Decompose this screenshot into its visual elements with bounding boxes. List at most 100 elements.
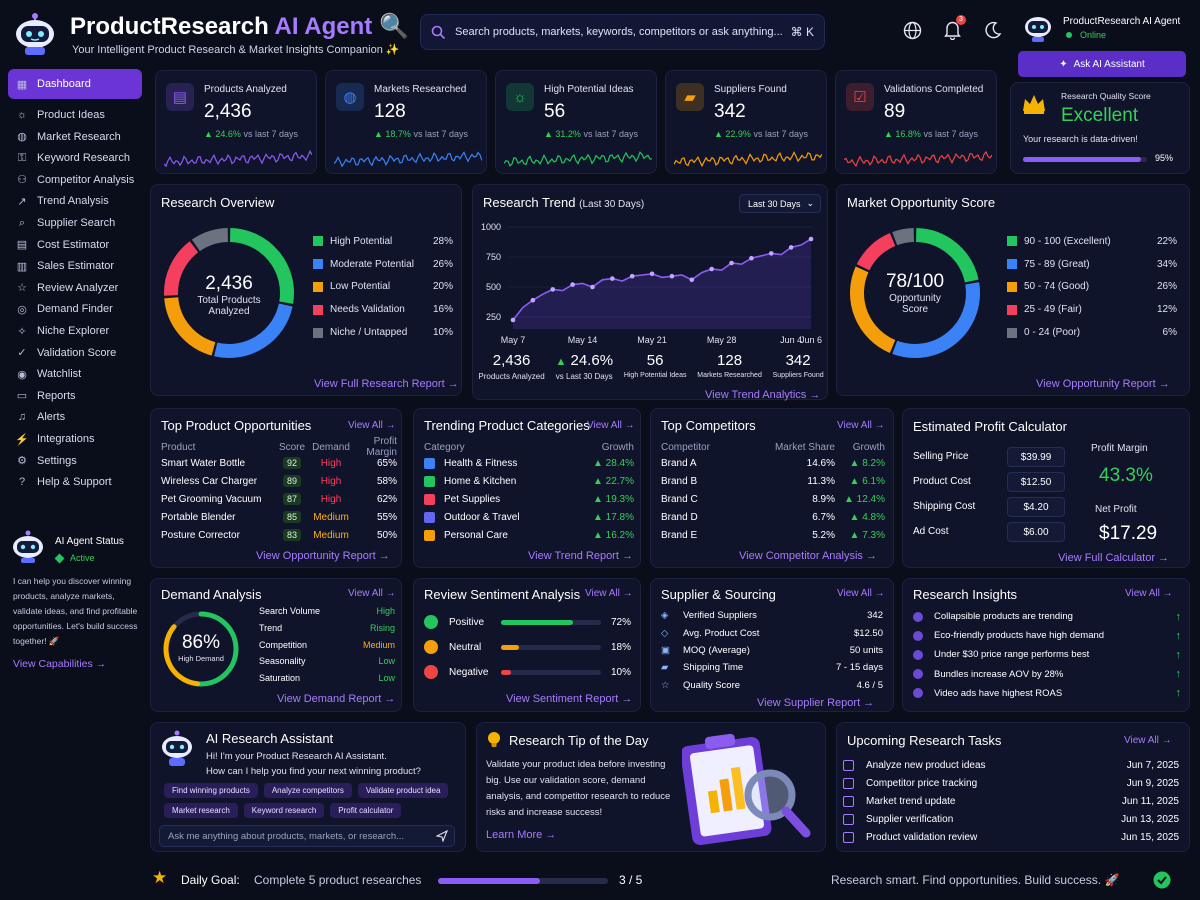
user-avatar[interactable]: [1022, 11, 1054, 43]
sidebar-item-niche-explorer[interactable]: ✧ Niche Explorer: [8, 320, 142, 342]
table-row[interactable]: Brand C 8.9% ▲ 12.4%: [661, 490, 885, 508]
task-label: Competitor price tracking: [866, 777, 978, 789]
table-row[interactable]: Outdoor & Travel ▲ 17.8%: [424, 508, 634, 526]
period-select[interactable]: Last 30 Days ⌄: [739, 194, 821, 213]
insight-row[interactable]: Video ads have highest ROAS ↑: [913, 684, 1181, 703]
x-tick-label: May 7: [501, 335, 526, 345]
moon-icon[interactable]: [984, 21, 1002, 39]
sidebar-item-sales-estimator[interactable]: ▥ Sales Estimator: [8, 255, 142, 277]
competitor-growth: ▲ 4.8%: [849, 511, 885, 523]
table-row[interactable]: Personal Care ▲ 16.2%: [424, 526, 634, 544]
bell-icon[interactable]: [943, 20, 962, 40]
sidebar-item-keyword-research[interactable]: ⚿ Keyword Research: [8, 147, 142, 169]
view-sentiment-report-link[interactable]: View Sentiment Report →: [506, 693, 633, 705]
sidebar-item-integrations[interactable]: ⚡ Integrations: [8, 428, 142, 450]
sidebar-item-supplier-search[interactable]: ⌕ Supplier Search: [8, 212, 142, 234]
trend-stat: 56 High Potential Ideas: [624, 352, 687, 381]
sidebar-item-market-research[interactable]: ◍ Market Research: [8, 126, 142, 148]
sidebar-item-validation-score[interactable]: ✓ Validation Score: [8, 342, 142, 364]
globe-icon[interactable]: [903, 21, 922, 40]
top-products-view-all[interactable]: View All →: [348, 420, 396, 431]
view-trend-analytics-link[interactable]: View Trend Analytics →: [705, 389, 821, 401]
insight-row[interactable]: Eco-friendly products have high demand ↑: [913, 626, 1181, 645]
search-input[interactable]: Search products, markets, keywords, comp…: [455, 26, 783, 38]
assistant-chip[interactable]: Analyze competitors: [263, 783, 352, 798]
ask-ai-button[interactable]: ✦ Ask AI Assistant: [1018, 51, 1186, 77]
sidebar-item-demand-finder[interactable]: ◎ Demand Finder: [8, 298, 142, 320]
product-name: Pet Grooming Vacuum: [161, 493, 262, 505]
sentiment-view-all[interactable]: View All →: [585, 588, 633, 599]
sidebar-item-dashboard[interactable]: ▦ Dashboard: [8, 69, 142, 99]
calc-field-input[interactable]: $39.99: [1007, 447, 1065, 467]
active-diamond-icon: [54, 553, 65, 564]
table-row[interactable]: Home & Kitchen ▲ 22.7%: [424, 472, 634, 490]
task-row[interactable]: Supplier verification Jun 13, 2025: [843, 811, 1179, 829]
assistant-chip[interactable]: Profit calculator: [330, 803, 402, 818]
overview-slice-3: [164, 241, 199, 296]
task-row[interactable]: Market trend update Jun 11, 2025: [843, 792, 1179, 810]
view-full-research-report-link[interactable]: View Full Research Report →: [314, 378, 459, 390]
insight-row[interactable]: Under $30 price range performs best ↑: [913, 645, 1181, 664]
assistant-chip[interactable]: Market research: [164, 803, 238, 818]
insight-row[interactable]: Bundles increase AOV by 28% ↑: [913, 665, 1181, 684]
sidebar-item-watchlist[interactable]: ◉ Watchlist: [8, 363, 142, 385]
insight-row[interactable]: Collapsible products are trending ↑: [913, 607, 1181, 626]
view-demand-report-link[interactable]: View Demand Report →: [277, 693, 396, 705]
calc-field-input[interactable]: $12.50: [1007, 472, 1065, 492]
sidebar-item-help-support[interactable]: ? Help & Support: [8, 471, 142, 493]
assistant-chip[interactable]: Keyword research: [243, 803, 325, 818]
sidebar-item-cost-estimator[interactable]: ▤ Cost Estimator: [8, 234, 142, 256]
kpi-delta: ▲ 22.9% vs last 7 days: [714, 129, 808, 139]
legend-pct: 22%: [1156, 235, 1177, 247]
table-row[interactable]: Brand D 6.7% ▲ 4.8%: [661, 508, 885, 526]
global-search[interactable]: Search products, markets, keywords, comp…: [420, 14, 825, 50]
table-row[interactable]: Health & Fitness ▲ 28.4%: [424, 454, 634, 472]
sidebar-item-product-ideas[interactable]: ☼ Product Ideas: [8, 104, 142, 126]
table-row[interactable]: Smart Water Bottle 92 High 65%: [161, 454, 397, 472]
sidebar-item-competitor-analysis[interactable]: ⚇ Competitor Analysis: [8, 169, 142, 191]
tasks-view-all[interactable]: View All →: [1124, 735, 1172, 746]
sidebar-item-settings[interactable]: ⚙ Settings: [8, 450, 142, 472]
insights-view-all[interactable]: View All →: [1125, 588, 1173, 599]
overview-center-value: 2,436: [205, 273, 253, 294]
overview-title: Research Overview: [161, 195, 275, 210]
view-supplier-report-link[interactable]: View Supplier Report →: [757, 697, 875, 709]
category-growth: ▲ 17.8%: [592, 511, 634, 523]
view-competitor-analysis-link[interactable]: View Competitor Analysis →: [739, 550, 877, 562]
view-opportunity-report-link[interactable]: View Opportunity Report →: [1036, 378, 1170, 390]
demand-row-value: Low: [378, 656, 395, 667]
calc-field-input[interactable]: $4.20: [1007, 497, 1065, 517]
task-row[interactable]: Competitor price tracking Jun 9, 2025: [843, 774, 1179, 792]
agent-status-title: AI Agent Status: [55, 536, 124, 547]
view-full-calculator-link[interactable]: View Full Calculator →: [1058, 552, 1170, 564]
task-row[interactable]: Analyze new product ideas Jun 7, 2025: [843, 756, 1179, 774]
table-row[interactable]: Pet Grooming Vacuum 87 High 62%: [161, 490, 397, 508]
learn-more-link[interactable]: Learn More →: [486, 829, 557, 841]
sidebar-item-reports[interactable]: ▭ Reports: [8, 385, 142, 407]
view-trend-report-link[interactable]: View Trend Report →: [528, 550, 633, 562]
categories-view-all[interactable]: View All →: [587, 420, 635, 431]
assistant-chip[interactable]: Find winning products: [164, 783, 258, 798]
table-row[interactable]: Wireless Car Charger 89 High 58%: [161, 472, 397, 490]
calc-field-input[interactable]: $6.00: [1007, 522, 1065, 542]
competitors-view-all[interactable]: View All →: [837, 420, 885, 431]
supplier-view-all[interactable]: View All →: [837, 588, 885, 599]
task-row[interactable]: Product validation review Jun 15, 2025: [843, 829, 1179, 847]
sidebar-item-alerts[interactable]: ♫ Alerts: [8, 406, 142, 428]
table-row[interactable]: Brand B 11.3% ▲ 6.1%: [661, 472, 885, 490]
table-row[interactable]: Posture Corrector 83 Medium 50%: [161, 526, 397, 544]
assistant-chip[interactable]: Validate product idea: [357, 783, 449, 798]
table-row[interactable]: Portable Blender 85 Medium 55%: [161, 508, 397, 526]
demand-view-all[interactable]: View All →: [348, 588, 396, 599]
assistant-input[interactable]: Ask me anything about products, markets,…: [159, 825, 455, 847]
sidebar-item-trend-analysis[interactable]: ↗ Trend Analysis: [8, 190, 142, 212]
insights-card: Research Insights View All → Collapsible…: [902, 578, 1190, 712]
send-icon[interactable]: [436, 830, 448, 842]
table-row[interactable]: Brand A 14.6% ▲ 8.2%: [661, 454, 885, 472]
view-capabilities-link[interactable]: View Capabilities →: [13, 658, 107, 670]
table-row[interactable]: Pet Supplies ▲ 19.3%: [424, 490, 634, 508]
view-opportunity-report-link-2[interactable]: View Opportunity Report →: [256, 550, 390, 562]
sidebar-item-review-analyzer[interactable]: ☆ Review Analyzer: [8, 277, 142, 299]
sidebar-item-label: Cost Estimator: [37, 238, 110, 251]
table-row[interactable]: Brand E 5.2% ▲ 7.3%: [661, 526, 885, 544]
